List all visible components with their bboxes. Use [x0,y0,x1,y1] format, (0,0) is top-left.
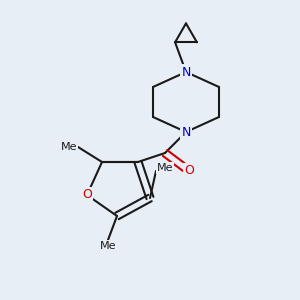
Text: O: O [82,188,92,202]
Text: O: O [184,164,194,178]
Text: Me: Me [100,241,116,251]
Text: Me: Me [61,142,77,152]
Text: N: N [181,125,191,139]
Text: N: N [181,65,191,79]
Text: Me: Me [157,163,173,173]
